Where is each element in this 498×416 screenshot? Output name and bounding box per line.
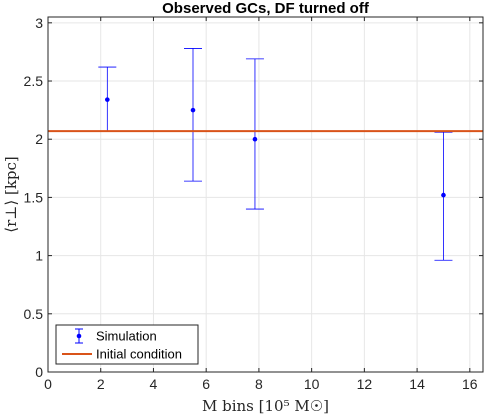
plot-background [48, 17, 483, 372]
legend-box [55, 324, 199, 365]
y-tick-label: 2.5 [24, 73, 44, 89]
x-tick-label: 6 [202, 376, 210, 392]
y-tick-label: 2 [35, 131, 43, 147]
x-tick-label: 14 [409, 376, 425, 392]
x-axis-label: M bins [10⁵ M☉] [202, 397, 329, 415]
grid [47, 17, 483, 373]
y-tick-label: 1.5 [24, 189, 44, 205]
y-axis-label: ⟨r⊥⟩ [kpc] [2, 156, 20, 233]
data-point [441, 192, 446, 198]
data-point [252, 136, 258, 142]
x-tick-label: 0 [44, 376, 52, 392]
legend-simulation-label: Simulation [96, 329, 157, 344]
y-tick-label: 0 [35, 364, 43, 380]
chart-title: Observed GCs, DF turned off [162, 0, 370, 17]
plot-frame [47, 16, 484, 373]
legend: Simulation Initial condition [55, 324, 199, 365]
x-tick-label: 4 [150, 376, 158, 392]
y-tick-label: 1 [35, 248, 43, 264]
data-point [190, 107, 196, 113]
y-tick-label: 0.5 [24, 306, 44, 322]
data-point [105, 97, 110, 102]
data-marks [48, 48, 483, 261]
x-tick-label: 2 [97, 376, 105, 392]
y-tick-label: 3 [35, 15, 43, 31]
x-tick-label: 10 [304, 376, 320, 392]
ticks: 0 2 4 6 8 10 12 14 16 0 0.5 1 1.5 2 2.5 3 [24, 15, 483, 392]
legend-simulation-marker [75, 328, 83, 344]
x-tick-label: 16 [462, 376, 478, 392]
legend-initial-condition-label: Initial condition [96, 347, 182, 362]
x-tick-label: 12 [357, 376, 373, 392]
x-tick-label: 8 [255, 376, 263, 392]
